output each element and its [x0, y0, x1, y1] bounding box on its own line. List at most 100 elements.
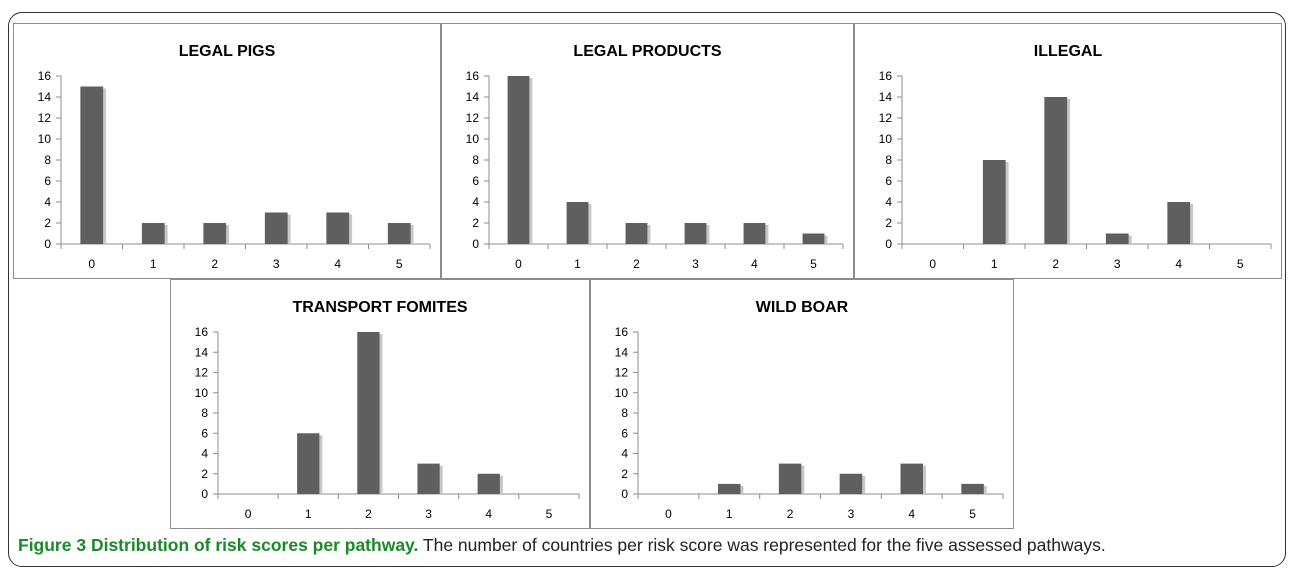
y-tick-label: 16 — [615, 325, 629, 339]
bar — [982, 160, 1006, 244]
x-tick-label: 3 — [848, 507, 855, 521]
y-tick-label: 16 — [879, 69, 893, 83]
bar — [141, 223, 165, 244]
x-tick-label: 3 — [425, 507, 432, 521]
bar — [507, 76, 530, 244]
x-tick-label: 2 — [211, 257, 218, 271]
y-tick-label: 4 — [201, 447, 208, 461]
bar — [80, 86, 104, 244]
y-tick-label: 8 — [472, 153, 479, 167]
y-tick-label: 10 — [38, 132, 52, 146]
y-tick-label: 16 — [38, 69, 52, 83]
y-tick-label: 8 — [621, 406, 628, 420]
y-tick-label: 12 — [466, 111, 480, 125]
y-tick-label: 2 — [621, 467, 628, 481]
y-tick-label: 16 — [466, 69, 480, 83]
bar — [1167, 202, 1191, 244]
bar — [839, 473, 863, 494]
chart-title: LEGAL PRODUCTS — [573, 43, 721, 60]
bar — [743, 223, 766, 244]
x-tick-label: 2 — [365, 507, 372, 521]
y-tick-label: 6 — [44, 174, 51, 188]
y-tick-label: 12 — [879, 111, 893, 125]
y-tick-label: 8 — [44, 153, 51, 167]
bar — [417, 463, 440, 494]
y-tick-label: 2 — [44, 216, 51, 230]
y-tick-label: 14 — [38, 90, 52, 104]
y-tick-label: 12 — [195, 366, 209, 380]
bar — [264, 212, 288, 244]
x-tick-label: 4 — [334, 257, 341, 271]
x-tick-label: 3 — [273, 257, 280, 271]
x-tick-label: 2 — [633, 257, 640, 271]
x-tick-label: 5 — [810, 257, 817, 271]
x-tick-label: 5 — [546, 507, 553, 521]
bar — [625, 223, 648, 244]
y-tick-label: 6 — [472, 174, 479, 188]
x-tick-label: 2 — [1052, 257, 1059, 271]
y-tick-label: 4 — [472, 195, 479, 209]
y-tick-label: 10 — [466, 132, 480, 146]
bar — [684, 223, 707, 244]
y-tick-label: 16 — [195, 325, 209, 339]
bar — [802, 233, 825, 244]
y-tick-label: 4 — [621, 447, 628, 461]
bar — [297, 433, 320, 494]
x-tick-label: 1 — [574, 257, 581, 271]
bar — [566, 202, 589, 244]
y-tick-label: 6 — [201, 426, 208, 440]
figure-frame — [8, 12, 1286, 567]
y-tick-label: 0 — [621, 487, 628, 501]
x-tick-label: 0 — [88, 257, 95, 271]
x-tick-label: 2 — [787, 507, 794, 521]
bar — [203, 223, 227, 244]
x-tick-label: 3 — [692, 257, 699, 271]
y-tick-label: 0 — [44, 237, 51, 251]
y-tick-label: 2 — [885, 216, 892, 230]
x-tick-label: 5 — [396, 257, 403, 271]
bar — [477, 473, 500, 494]
x-tick-label: 3 — [1114, 257, 1121, 271]
bar — [357, 332, 380, 494]
y-tick-label: 14 — [466, 90, 480, 104]
y-tick-label: 10 — [195, 386, 209, 400]
y-tick-label: 0 — [472, 237, 479, 251]
y-tick-label: 12 — [615, 366, 629, 380]
y-tick-label: 6 — [885, 174, 892, 188]
x-tick-label: 4 — [485, 507, 492, 521]
y-tick-label: 2 — [472, 216, 479, 230]
bar — [717, 483, 741, 494]
x-tick-label: 4 — [1175, 257, 1182, 271]
chart-panel-legal-products: LEGAL PRODUCTS 0 2 4 6 8 10 12 14 16 0 1 2 3 4 5 — [441, 23, 854, 279]
y-tick-label: 6 — [621, 426, 628, 440]
bar — [1105, 233, 1129, 244]
y-tick-label: 10 — [615, 386, 629, 400]
y-tick-label: 0 — [201, 487, 208, 501]
x-tick-label: 5 — [1237, 257, 1244, 271]
x-tick-label: 0 — [665, 507, 672, 521]
chart-title: TRANSPORT FOMITES — [292, 299, 467, 316]
caption-number: Figure 3 — [18, 535, 87, 555]
chart-panel-wild-boar: WILD BOAR 0 2 4 6 8 10 12 14 16 0 1 2 3 4 5 — [590, 279, 1014, 529]
x-tick-label: 1 — [150, 257, 157, 271]
caption-title: Distribution of risk scores per pathway. — [90, 535, 419, 555]
y-tick-label: 2 — [201, 467, 208, 481]
chart-title: LEGAL PIGS — [179, 43, 276, 60]
y-tick-label: 0 — [885, 237, 892, 251]
x-tick-label: 1 — [305, 507, 312, 521]
bar — [900, 463, 924, 494]
chart-panel-transport-fomites: TRANSPORT FOMITES 0 2 4 6 8 10 12 14 16 0 1 2 3 4 5 — [170, 279, 590, 529]
y-tick-label: 8 — [885, 153, 892, 167]
x-tick-label: 0 — [515, 257, 522, 271]
y-tick-label: 14 — [879, 90, 893, 104]
figure-caption: Figure 3 Distribution of risk scores per… — [18, 534, 1278, 556]
x-tick-label: 5 — [969, 507, 976, 521]
bar — [387, 223, 411, 244]
y-tick-label: 14 — [615, 345, 629, 359]
y-tick-label: 12 — [38, 111, 52, 125]
y-tick-label: 10 — [879, 132, 893, 146]
